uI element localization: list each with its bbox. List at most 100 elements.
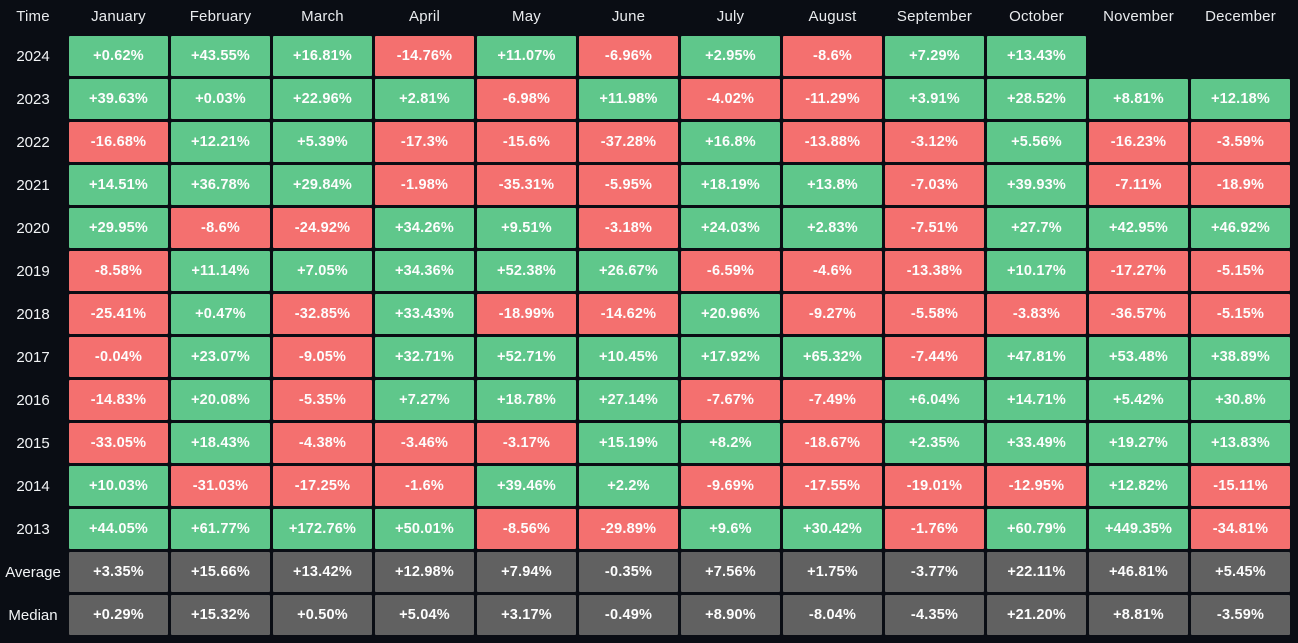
row-label: 2013 <box>16 520 50 538</box>
return-cell: +3.17% <box>477 595 576 635</box>
return-cell: +17.92% <box>681 337 780 377</box>
return-cell: +16.8% <box>681 122 780 162</box>
return-cell: +42.95% <box>1089 208 1188 248</box>
return-cell: -1.76% <box>885 509 984 549</box>
column-header: September <box>896 8 973 25</box>
column-header: November <box>1103 8 1174 25</box>
return-cell: +29.95% <box>69 208 168 248</box>
return-cell: -3.83% <box>987 294 1086 334</box>
return-cell: -32.85% <box>273 294 372 334</box>
return-cell: -5.15% <box>1191 251 1290 291</box>
return-cell: +14.51% <box>69 165 168 205</box>
return-cell: +3.35% <box>69 552 168 592</box>
return-cell: +1.75% <box>783 552 882 592</box>
return-cell: -17.3% <box>375 122 474 162</box>
return-cell: -16.68% <box>69 122 168 162</box>
empty-cell <box>1089 36 1188 76</box>
return-cell: +22.96% <box>273 79 372 119</box>
return-cell: -7.11% <box>1089 165 1188 205</box>
return-cell: +13.43% <box>987 36 1086 76</box>
return-cell: -7.51% <box>885 208 984 248</box>
row-label: 2015 <box>16 434 50 452</box>
return-cell: -3.77% <box>885 552 984 592</box>
return-cell: +7.27% <box>375 380 474 420</box>
return-cell: +36.78% <box>171 165 270 205</box>
return-cell: -5.15% <box>1191 294 1290 334</box>
return-cell: +22.11% <box>987 552 1086 592</box>
return-cell: +15.66% <box>171 552 270 592</box>
return-cell: +46.92% <box>1191 208 1290 248</box>
return-cell: -7.03% <box>885 165 984 205</box>
return-cell: +5.39% <box>273 122 372 162</box>
return-cell: -4.02% <box>681 79 780 119</box>
return-cell: -4.35% <box>885 595 984 635</box>
return-cell: +2.83% <box>783 208 882 248</box>
empty-cell <box>1191 36 1290 76</box>
return-cell: +9.51% <box>477 208 576 248</box>
return-cell: +6.04% <box>885 380 984 420</box>
row-label: Median <box>8 606 58 624</box>
return-cell: -1.6% <box>375 466 474 506</box>
column-header: January <box>91 8 146 25</box>
return-cell: -5.58% <box>885 294 984 334</box>
return-cell: +10.17% <box>987 251 1086 291</box>
return-cell: +5.42% <box>1089 380 1188 420</box>
return-cell: +27.7% <box>987 208 1086 248</box>
return-cell: -8.6% <box>171 208 270 248</box>
return-cell: -3.59% <box>1191 122 1290 162</box>
return-cell: +14.71% <box>987 380 1086 420</box>
return-cell: -14.62% <box>579 294 678 334</box>
return-cell: +28.52% <box>987 79 1086 119</box>
return-cell: +8.81% <box>1089 79 1188 119</box>
return-cell: +65.32% <box>783 337 882 377</box>
return-cell: +2.35% <box>885 423 984 463</box>
return-cell: +172.76% <box>273 509 372 549</box>
return-cell: -1.98% <box>375 165 474 205</box>
return-cell: -14.76% <box>375 36 474 76</box>
return-cell: +20.08% <box>171 380 270 420</box>
return-cell: -3.46% <box>375 423 474 463</box>
return-cell: -35.31% <box>477 165 576 205</box>
return-cell: +52.71% <box>477 337 576 377</box>
return-cell: +7.29% <box>885 36 984 76</box>
return-cell: -17.25% <box>273 466 372 506</box>
return-cell: +46.81% <box>1089 552 1188 592</box>
return-cell: +39.93% <box>987 165 1086 205</box>
return-cell: +32.71% <box>375 337 474 377</box>
return-cell: +19.27% <box>1089 423 1188 463</box>
row-label: 2023 <box>16 90 50 108</box>
row-label: 2021 <box>16 176 50 194</box>
return-cell: +0.47% <box>171 294 270 334</box>
column-header: August <box>808 8 857 25</box>
return-cell: +0.29% <box>69 595 168 635</box>
return-cell: -8.58% <box>69 251 168 291</box>
return-cell: -18.99% <box>477 294 576 334</box>
return-cell: +12.21% <box>171 122 270 162</box>
return-cell: +13.42% <box>273 552 372 592</box>
return-cell: +47.81% <box>987 337 1086 377</box>
return-cell: +2.95% <box>681 36 780 76</box>
return-cell: -31.03% <box>171 466 270 506</box>
return-cell: +13.83% <box>1191 423 1290 463</box>
return-cell: +3.91% <box>885 79 984 119</box>
row-label: 2020 <box>16 219 50 237</box>
column-header: December <box>1205 8 1276 25</box>
row-label: 2017 <box>16 348 50 366</box>
column-header: April <box>408 8 440 25</box>
return-cell: +33.49% <box>987 423 1086 463</box>
column-header: February <box>189 8 252 25</box>
return-cell: +27.14% <box>579 380 678 420</box>
return-cell: -3.59% <box>1191 595 1290 635</box>
return-cell: -17.55% <box>783 466 882 506</box>
return-cell: +8.2% <box>681 423 780 463</box>
return-cell: +39.63% <box>69 79 168 119</box>
return-cell: -16.23% <box>1089 122 1188 162</box>
return-cell: -7.49% <box>783 380 882 420</box>
return-cell: +52.38% <box>477 251 576 291</box>
return-cell: -12.95% <box>987 466 1086 506</box>
return-cell: +5.45% <box>1191 552 1290 592</box>
return-cell: +12.18% <box>1191 79 1290 119</box>
time-column-header: Time <box>16 8 50 25</box>
